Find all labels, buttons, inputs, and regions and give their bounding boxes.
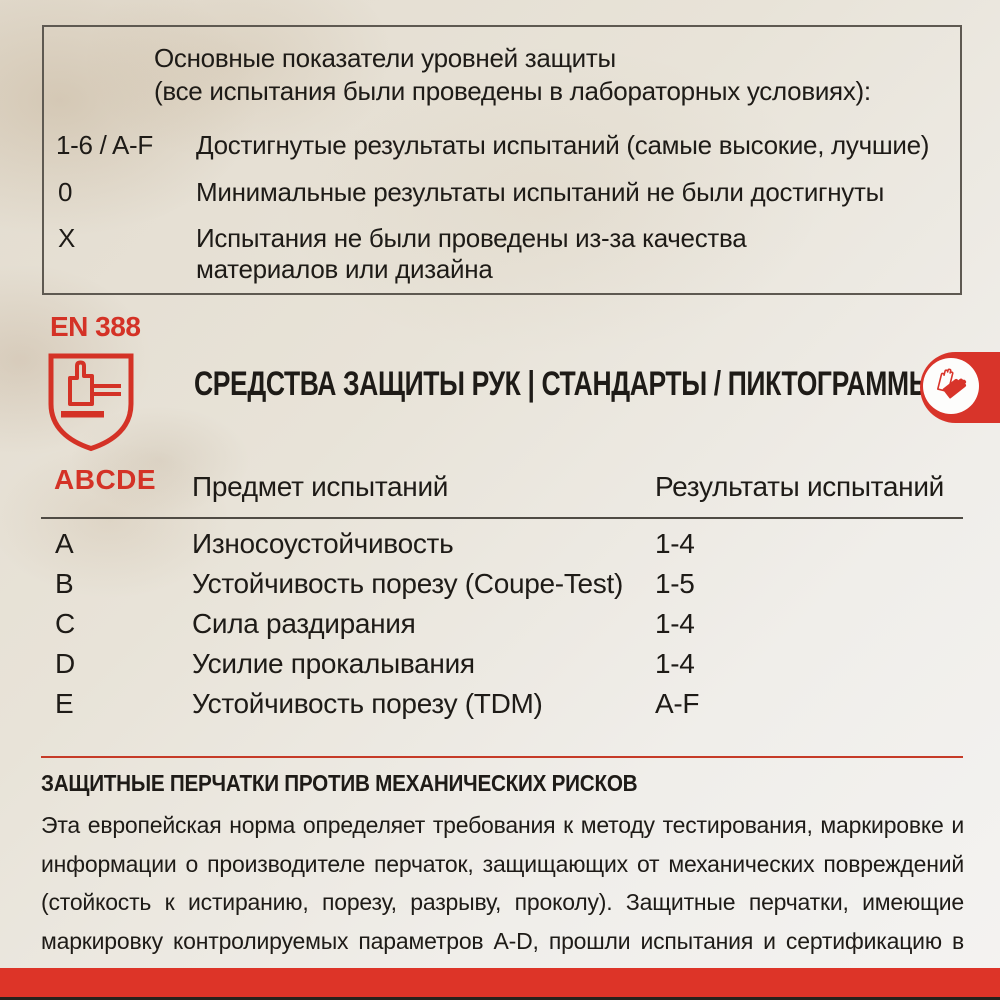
row-subject: Устойчивость порезу (TDM): [192, 688, 543, 719]
legend-title-line2: (все испытания были проведены в лаборато…: [154, 76, 871, 106]
row-result: 1-4: [655, 608, 695, 639]
standard-code-label: EN 388: [50, 311, 141, 342]
row-result: 1-5: [655, 568, 695, 599]
legend-title: Основные показатели уровней защиты (все …: [154, 42, 871, 108]
legend-text: Достигнутые результаты испытаний (самые …: [196, 130, 930, 160]
legend-text: Испытания не были проведены из-за качест…: [196, 223, 747, 284]
footer-red-bar: [0, 968, 1000, 997]
row-letter: D: [55, 648, 75, 679]
gloves-icon: [936, 368, 967, 399]
description-heading: ЗАЩИТНЫЕ ПЕРЧАТКИ ПРОТИВ МЕХАНИЧЕСКИХ РИ…: [41, 770, 638, 796]
legend-text: Минимальные результаты испытаний не были…: [196, 177, 884, 207]
protection-levels-legend-box: Основные показатели уровней защиты (все …: [42, 25, 962, 295]
table-header-rule: [41, 517, 963, 519]
row-letter: C: [55, 608, 75, 639]
en388-mechanical-hazard-shield-icon: [48, 353, 134, 452]
legend-title-line1: Основные показатели уровней защиты: [154, 43, 616, 73]
page-title: СРЕДСТВА ЗАЩИТЫ РУК | СТАНДАРТЫ / ПИКТОГ…: [194, 365, 935, 403]
row-subject: Износоустойчивость: [192, 528, 454, 559]
legend-key: 1-6 / A-F: [56, 130, 153, 160]
section-divider-rule: [41, 756, 963, 758]
row-subject: Устойчивость порезу (Coupe-Test): [192, 568, 623, 599]
footer-dark-edge: [0, 997, 1000, 1000]
row-result: 1-4: [655, 648, 695, 679]
marking-letters-label: ABCDE: [54, 464, 157, 495]
row-subject: Сила раздирания: [192, 608, 416, 639]
row-result: A-F: [655, 688, 700, 719]
row-letter: E: [55, 688, 74, 719]
table-header-result: Результаты испытаний: [655, 471, 944, 502]
legend-key: 0: [58, 177, 73, 207]
protective-gloves-badge-icon: [920, 352, 1000, 423]
glove-badge-circle: [923, 358, 979, 414]
row-result: 1-4: [655, 528, 695, 559]
row-letter: A: [55, 528, 74, 559]
row-subject: Усилие прокалывания: [192, 648, 475, 679]
row-letter: B: [55, 568, 74, 599]
legend-key: X: [58, 223, 76, 253]
table-header-subject: Предмет испытаний: [192, 471, 449, 502]
